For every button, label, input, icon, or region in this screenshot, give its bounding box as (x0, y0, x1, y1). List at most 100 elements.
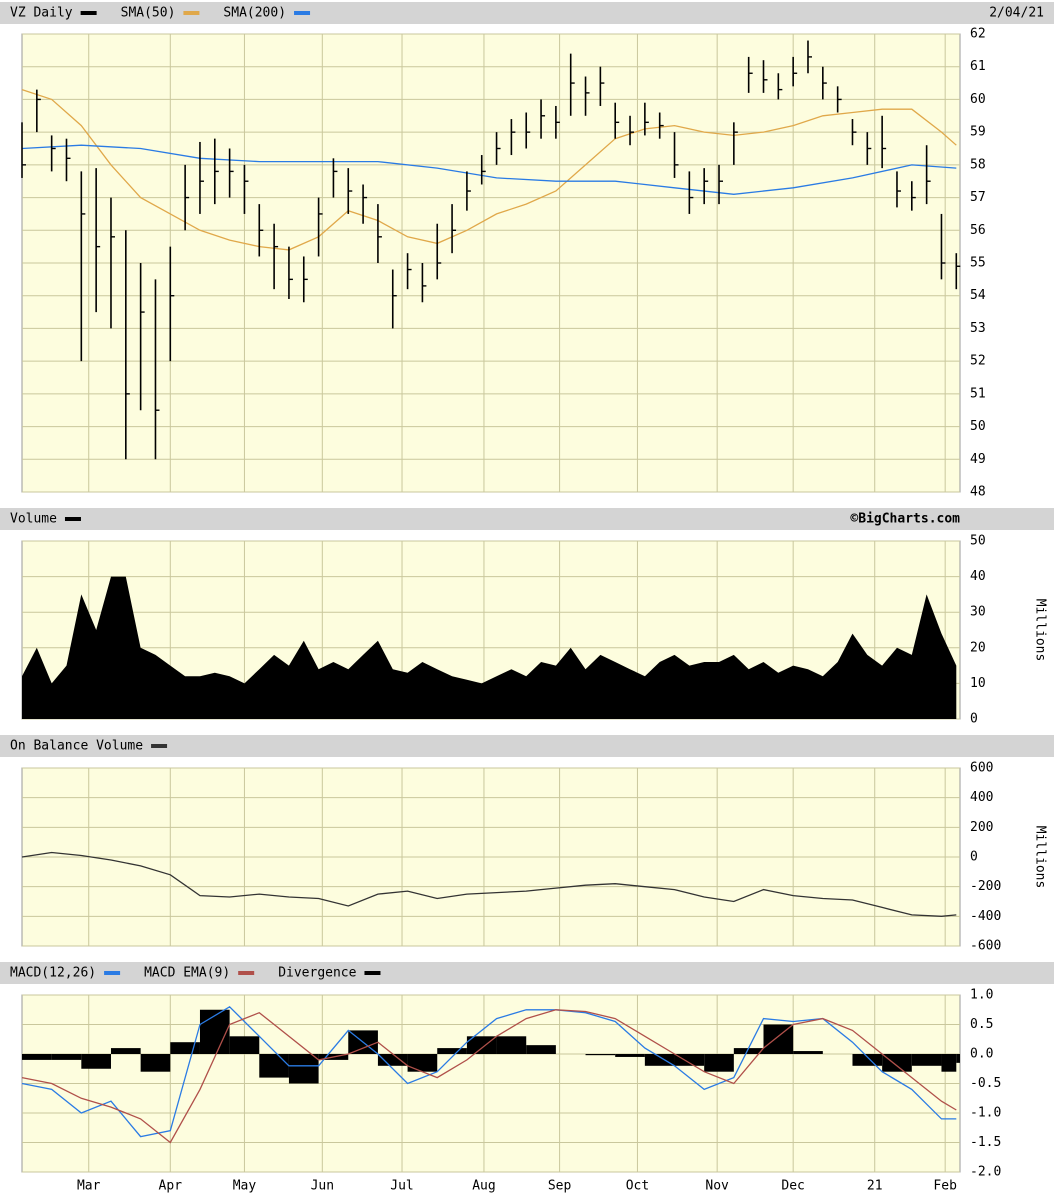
divergence-bar (956, 1054, 960, 1063)
divergence-bar (585, 1054, 616, 1056)
legend-label: VZ Daily (10, 6, 73, 21)
legend-swatch (104, 971, 121, 975)
y-tick-label: 200 (970, 820, 993, 835)
y-tick-label: 0.5 (970, 1017, 993, 1032)
legend-label: Divergence (278, 966, 356, 981)
y-tick-label: 54 (970, 288, 986, 303)
legend-swatch (64, 517, 81, 521)
y-tick-label: 53 (970, 321, 986, 336)
legend-label: SMA(50) (121, 6, 176, 21)
y-tick-label: 58 (970, 157, 986, 172)
y-tick-label: 30 (970, 605, 986, 620)
divergence-bar (170, 1042, 200, 1054)
divergence-bar (259, 1054, 289, 1078)
header-bar (0, 508, 1054, 530)
y-tick-label: 57 (970, 190, 986, 205)
x-tick-label: Dec (781, 1179, 804, 1194)
y-tick-label: 55 (970, 256, 986, 271)
y-tick-label: 400 (970, 790, 993, 805)
y-axis-label: Millions (1033, 599, 1048, 662)
divergence-bar (763, 1024, 794, 1054)
x-tick-label: Nov (705, 1179, 729, 1194)
y-tick-label: 600 (970, 761, 993, 776)
divergence-bar (199, 1009, 230, 1054)
legend-label: On Balance Volume (10, 739, 143, 754)
legend-swatch (364, 971, 381, 975)
x-tick-label: Oct (626, 1179, 649, 1194)
divergence-bar (288, 1054, 319, 1084)
legend-label: SMA(200) (223, 6, 286, 21)
header-right: 2/04/21 (989, 6, 1044, 21)
y-tick-label: -600 (970, 939, 1001, 954)
divergence-bar (733, 1048, 764, 1054)
legend-label: MACD EMA(9) (144, 966, 230, 981)
x-tick-label: Mar (77, 1179, 101, 1194)
y-tick-label: 60 (970, 92, 986, 107)
divergence-bar (407, 1054, 438, 1072)
legend-swatch (80, 11, 97, 15)
divergence-bar (437, 1048, 467, 1054)
y-tick-label: -0.5 (970, 1076, 1001, 1091)
y-tick-label: 48 (970, 485, 986, 500)
y-tick-label: 61 (970, 59, 986, 74)
y-tick-label: 59 (970, 125, 986, 140)
divergence-bar (110, 1048, 141, 1054)
x-tick-label: Jun (311, 1179, 334, 1194)
y-tick-label: 20 (970, 640, 986, 655)
divergence-bar (466, 1036, 497, 1054)
y-tick-label: 0.0 (970, 1047, 993, 1062)
y-tick-label: 52 (970, 354, 986, 369)
header-bar (0, 735, 1054, 757)
y-tick-label: -200 (970, 879, 1001, 894)
divergence-bar (377, 1054, 408, 1066)
divergence-bar (140, 1054, 171, 1072)
divergence-bar (704, 1054, 734, 1072)
divergence-bar (882, 1054, 912, 1072)
volume-area (22, 576, 957, 719)
x-tick-label: Apr (159, 1179, 183, 1194)
header-right: ©BigCharts.com (850, 512, 960, 527)
x-tick-label: Jul (390, 1179, 413, 1194)
y-tick-label: 40 (970, 569, 986, 584)
divergence-bar (81, 1054, 111, 1069)
macd-line (21, 1009, 957, 1144)
legend-label: Volume (10, 512, 57, 527)
legend-swatch (294, 11, 311, 15)
y-tick-label: 0 (970, 712, 978, 727)
y-tick-label: -2.0 (970, 1165, 1001, 1180)
sma-line (21, 144, 957, 195)
x-tick-label: Feb (933, 1179, 957, 1194)
obv-line (21, 851, 957, 917)
y-tick-label: 50 (970, 419, 986, 434)
divergence-bar (22, 1054, 52, 1060)
y-tick-label: 56 (970, 223, 986, 238)
divergence-bar (644, 1054, 675, 1066)
divergence-bar (526, 1045, 556, 1054)
y-tick-label: -400 (970, 909, 1001, 924)
header-bar (0, 2, 1054, 24)
x-tick-label: Sep (548, 1179, 572, 1194)
divergence-bar (51, 1054, 82, 1060)
divergence-bar (793, 1051, 823, 1054)
legend-swatch (151, 744, 168, 748)
macd-line (21, 1005, 957, 1138)
y-tick-label: 51 (970, 386, 986, 401)
divergence-bar (615, 1054, 645, 1057)
x-tick-label: Aug (472, 1179, 495, 1194)
sma-line (21, 88, 957, 251)
divergence-bar (911, 1054, 942, 1066)
y-tick-label: 49 (970, 452, 986, 467)
divergence-bar (674, 1054, 705, 1066)
x-tick-label: May (233, 1179, 257, 1194)
y-tick-label: 62 (970, 27, 986, 42)
x-tick-label: 21 (867, 1179, 883, 1194)
divergence-bar (229, 1036, 260, 1054)
y-tick-label: 1.0 (970, 988, 993, 1003)
divergence-bar (852, 1054, 883, 1066)
legend-label: MACD(12,26) (10, 966, 96, 981)
y-tick-label: 10 (970, 676, 986, 691)
legend-swatch (238, 971, 255, 975)
divergence-bar (496, 1036, 527, 1054)
y-axis-label: Millions (1033, 826, 1048, 889)
